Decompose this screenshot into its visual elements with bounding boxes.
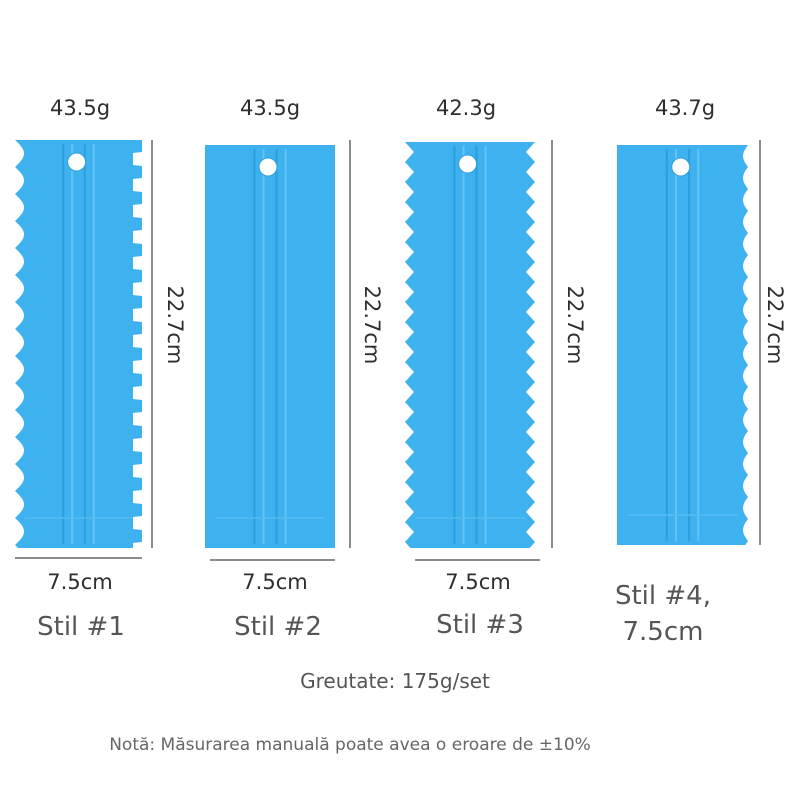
height-label: 22.7cm [563, 285, 587, 365]
hang-hole [258, 157, 278, 177]
hang-hole [67, 152, 87, 172]
style-label: Stil #1 [37, 612, 125, 642]
style-label: Stil #4, 7.5cm [614, 581, 711, 647]
hang-hole [458, 154, 478, 174]
weight-label: 42.3g [435, 96, 497, 120]
weight-label: 43.7g [654, 96, 716, 120]
width-label: 7.5cm [445, 570, 511, 594]
scraper [405, 142, 535, 548]
hang-hole [671, 157, 691, 177]
weight-label: 43.5g [49, 96, 111, 120]
width-label: 7.5cm [47, 570, 113, 594]
total-weight: Greutate: 175g/set [300, 669, 490, 693]
height-label: 22.7cm [163, 285, 187, 365]
width-label: 7.5cm [242, 570, 308, 594]
style-label: Stil #2 [234, 612, 322, 642]
scraper [205, 145, 335, 548]
height-label: 22.7cm [763, 285, 787, 365]
height-label: 22.7cm [360, 285, 384, 365]
scraper [617, 145, 748, 545]
note: Notă: Măsurarea manuală poate avea o ero… [109, 735, 591, 755]
style-label: Stil #3 [436, 610, 524, 640]
weight-label: 43.5g [239, 96, 301, 120]
scraper [15, 140, 142, 548]
